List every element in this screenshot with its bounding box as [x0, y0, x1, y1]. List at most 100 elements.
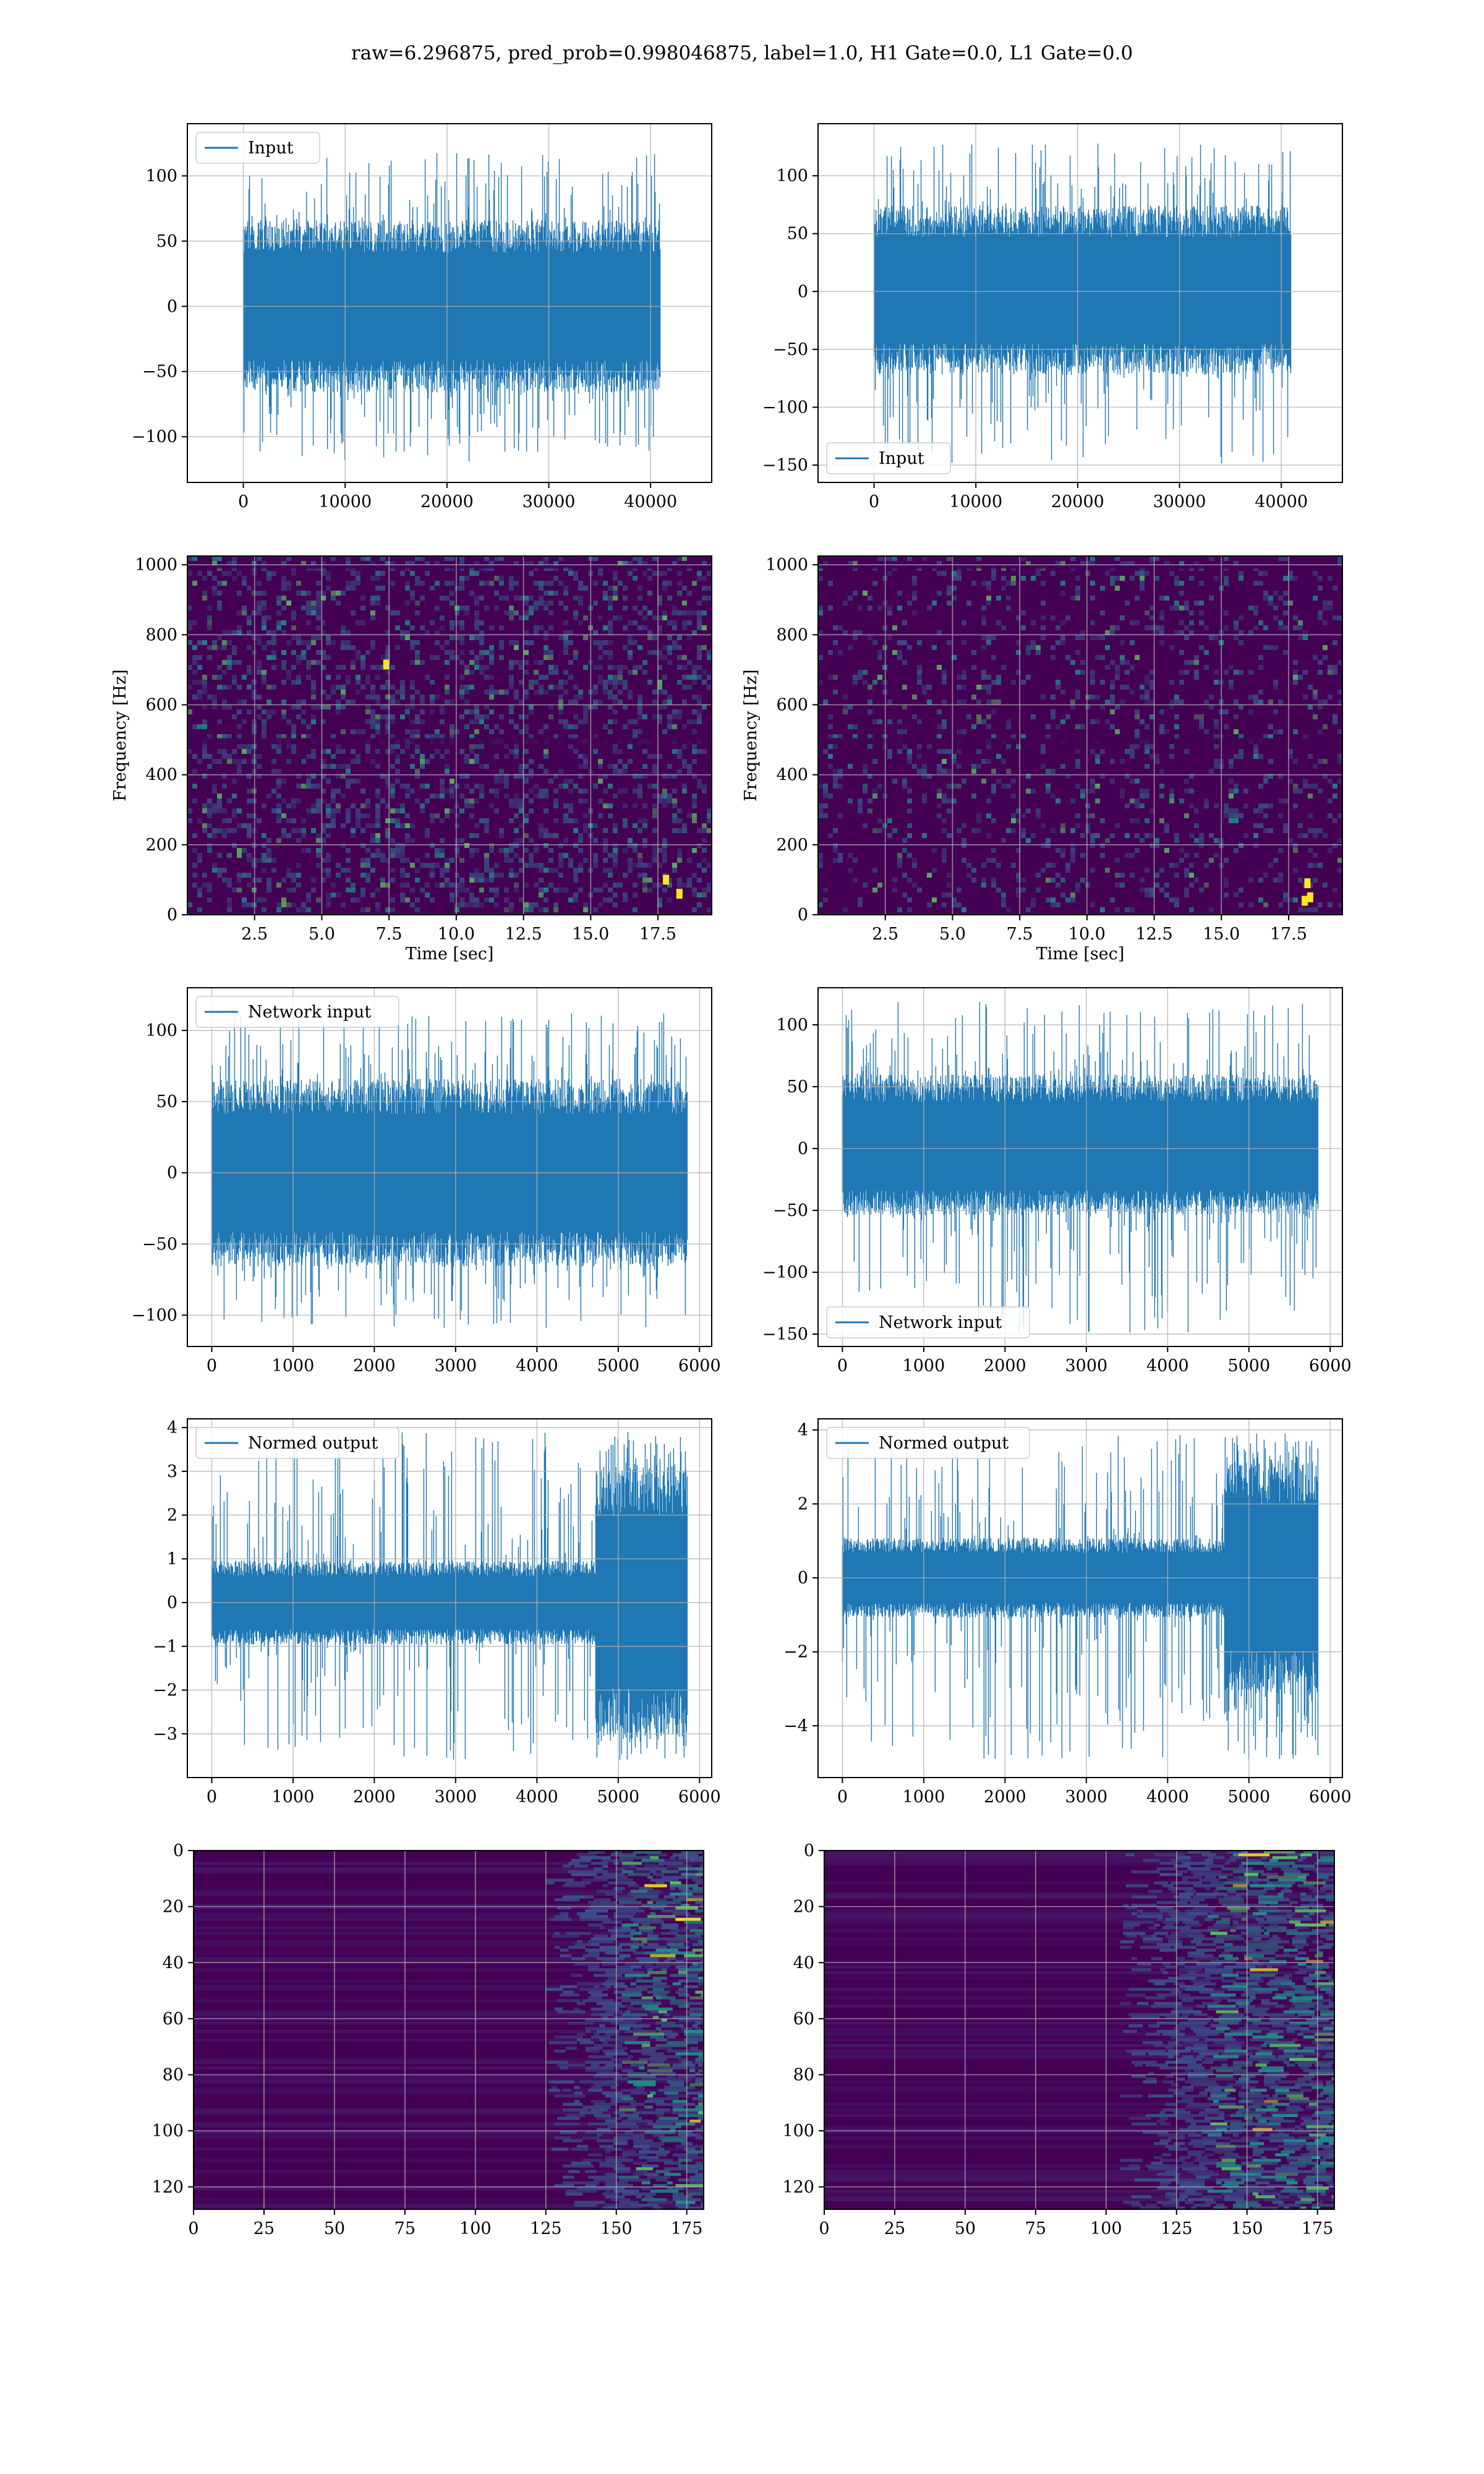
y-tick-label: 50	[787, 225, 808, 244]
plot-area	[194, 1851, 704, 2209]
x-tick-label: 40000	[1255, 492, 1308, 511]
plot-area	[242, 153, 661, 462]
y-tick-label: −150	[762, 456, 808, 475]
series-line	[242, 153, 661, 462]
legend-box	[826, 442, 951, 474]
figure-title: raw=6.296875, pred_prob=0.998046875, lab…	[351, 42, 1133, 64]
x-tick-label: 6000	[1309, 1356, 1352, 1376]
y-tick-label: 0	[798, 1569, 808, 1588]
y-tick-label: 400	[776, 766, 808, 785]
tick-marks	[812, 175, 1282, 488]
bright-spot	[1304, 878, 1311, 889]
x-tick-label: 40000	[624, 492, 677, 511]
x-tick-label: 75	[1025, 2219, 1046, 2238]
x-tick-label: 5000	[597, 1356, 639, 1376]
plot-area	[824, 1851, 1334, 2209]
x-tick-label: 10.0	[438, 925, 475, 944]
tick-marks	[812, 1429, 1331, 1783]
x-tick-label: 2.5	[241, 925, 268, 944]
x-tick-label: 125	[530, 2219, 562, 2238]
y-tick-label: 0	[798, 1139, 808, 1158]
x-tick-label: 7.5	[376, 925, 403, 944]
y-tick-label: −100	[762, 398, 808, 417]
y-tick-label: 1	[167, 1549, 177, 1569]
bright-spot	[663, 875, 670, 885]
legend: Normed output	[826, 1427, 1030, 1459]
x-tick-label: 10000	[949, 492, 1002, 511]
x-tick-label: 20000	[420, 492, 474, 511]
y-tick-label: 50	[156, 232, 177, 251]
legend: Input	[826, 442, 951, 474]
x-tick-label: 100	[459, 2219, 492, 2238]
x-tick-label: 2.5	[872, 925, 898, 944]
x-tick-label: 0	[837, 1356, 848, 1376]
grid	[187, 1419, 712, 1778]
legend: Network input	[826, 1306, 1030, 1338]
axes-frame	[817, 987, 1343, 1347]
y-tick-label: 100	[145, 166, 177, 186]
x-tick-label: 1000	[903, 1787, 945, 1807]
x-tick-label: 4000	[1146, 1787, 1189, 1807]
axes-frame	[817, 123, 1343, 483]
grid	[187, 124, 712, 482]
x-tick-label: 25	[884, 2219, 905, 2238]
x-tick-label: 4000	[1146, 1356, 1189, 1376]
x-tick-label: 15.0	[572, 925, 609, 944]
y-tick-label: 4	[167, 1418, 177, 1437]
x-tick-label: 6000	[1309, 1787, 1352, 1807]
y-tick-label: 120	[151, 2178, 184, 2197]
legend-box	[195, 132, 320, 164]
axes-frame	[817, 555, 1343, 915]
tick-marks	[819, 1850, 1318, 2215]
x-tick-label: 12.5	[1136, 925, 1173, 944]
y-tick-label: 3	[167, 1462, 177, 1481]
x-tick-label: 5.0	[309, 925, 335, 944]
x-tick-label: 0	[207, 1787, 217, 1807]
x-tick-label: 75	[394, 2219, 416, 2238]
y-tick-label: 80	[793, 2066, 814, 2085]
feature-map	[194, 1851, 704, 2209]
plot-area	[211, 1432, 688, 1760]
y-tick-label: −50	[142, 362, 177, 382]
x-tick-label: 50	[324, 2219, 345, 2238]
series-line	[211, 1013, 688, 1328]
y-tick-label: 600	[776, 695, 808, 714]
panel-normed-output-h1: 0 1000 2000 3000 4000 5000 6000 −3 −2 −1 0 1 2 3 4 Norm…	[153, 1418, 721, 1807]
series-line	[842, 1002, 1319, 1333]
y-tick-label: 400	[145, 766, 177, 785]
y-axis-label: Frequency [Hz]	[741, 669, 761, 801]
x-tick-label: 0	[188, 2219, 198, 2238]
x-tick-label: 10000	[318, 492, 372, 511]
x-tick-label: 0	[207, 1356, 217, 1376]
y-tick-label: 800	[145, 625, 177, 644]
tick-marks	[182, 564, 659, 920]
y-tick-label: 1000	[765, 555, 808, 575]
legend-label: Normed output	[879, 1434, 1009, 1453]
x-tick-label: 15.0	[1203, 925, 1240, 944]
bright-spot	[383, 659, 390, 670]
x-tick-label: 5.0	[939, 925, 966, 944]
x-tick-label: 3000	[435, 1356, 477, 1376]
tick-marks	[812, 564, 1290, 920]
spectrogram	[187, 556, 712, 915]
panel-network-input-h1: 0 1000 2000 3000 4000 5000 6000 −100 −50 0 50 100 Ne…	[132, 987, 721, 1376]
x-tick-label: 10.0	[1068, 925, 1106, 944]
x-tick-label: 2000	[353, 1787, 396, 1807]
y-tick-label: 40	[793, 1953, 814, 1972]
y-tick-label: 100	[145, 1021, 177, 1040]
bright-spot	[676, 889, 683, 899]
y-tick-label: 100	[151, 2121, 184, 2141]
tick-marks	[182, 1030, 701, 1352]
y-tick-label: 100	[782, 2121, 814, 2141]
legend-box	[826, 1306, 1030, 1338]
y-tick-label: 0	[798, 282, 808, 301]
y-tick-label: −50	[142, 1235, 177, 1254]
x-tick-label: 25	[254, 2219, 275, 2238]
axes-frame	[824, 1850, 1335, 2210]
x-axis-label: Time [sec]	[1036, 944, 1125, 964]
y-tick-label: 200	[776, 836, 808, 855]
x-tick-label: 4000	[516, 1356, 558, 1376]
tick-marks	[812, 1024, 1331, 1352]
x-axis-label: Time [sec]	[406, 944, 494, 964]
y-tick-label: 100	[776, 1016, 808, 1035]
